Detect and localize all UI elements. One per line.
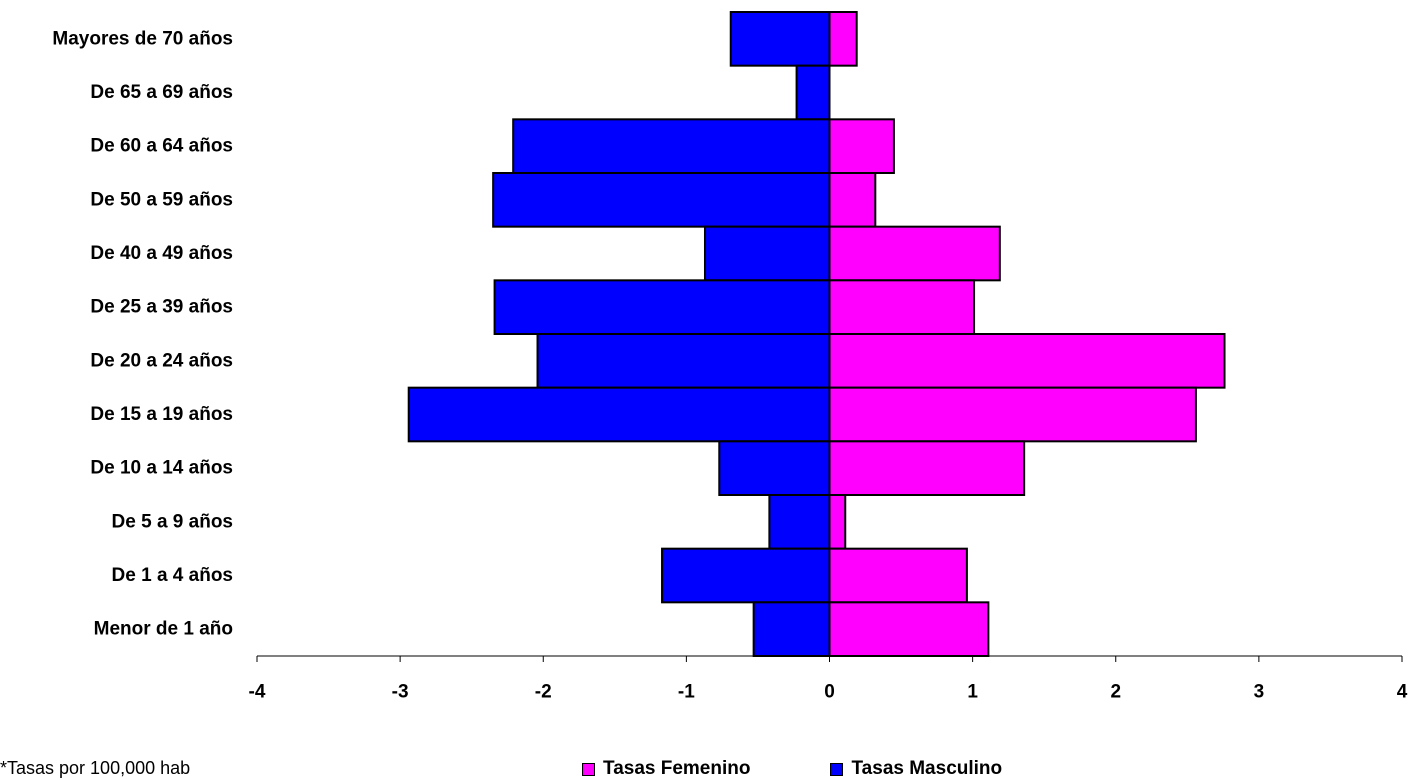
bar-femenino-2 <box>828 118 895 175</box>
bar-masculino-1 <box>795 64 831 121</box>
category-label: De 5 a 9 años <box>112 511 233 532</box>
bar-femenino-3 <box>828 172 877 228</box>
category-label: De 25 a 39 años <box>90 297 233 318</box>
x-tick-label: 4 <box>1397 682 1408 703</box>
legend-item-masculino: Tasas Masculino <box>830 758 1002 780</box>
x-tick-label: 0 <box>824 682 835 703</box>
bar-masculino-8 <box>718 440 831 497</box>
legend-swatch-masculino <box>830 762 844 776</box>
x-tick-label: 3 <box>1254 682 1265 703</box>
bar-femenino-6 <box>828 333 1226 389</box>
legend-label-femenino: Tasas Femenino <box>603 758 751 779</box>
x-tick-label: -3 <box>392 682 409 703</box>
bar-femenino-7 <box>828 386 1197 443</box>
bar-masculino-7 <box>407 386 831 443</box>
bar-masculino-5 <box>493 279 831 336</box>
category-label: De 60 a 64 años <box>90 136 233 157</box>
category-label: De 20 a 24 años <box>90 350 233 371</box>
category-label: De 40 a 49 años <box>90 243 233 264</box>
bar-femenino-5 <box>828 279 976 336</box>
x-tick-label: 1 <box>967 682 978 703</box>
category-label: De 10 a 14 años <box>90 458 233 479</box>
category-label: De 15 a 19 años <box>90 404 233 425</box>
legend: Tasas Femenino Tasas Masculino <box>582 758 1002 780</box>
bar-femenino-10 <box>828 547 968 604</box>
bar-masculino-3 <box>492 172 831 228</box>
category-label: De 50 a 59 años <box>90 189 233 210</box>
legend-label-masculino: Tasas Masculino <box>851 758 1003 779</box>
bar-masculino-9 <box>768 494 831 550</box>
category-label: De 65 a 69 años <box>90 82 233 103</box>
x-tick-label: -2 <box>535 682 552 703</box>
bar-masculino-4 <box>703 225 831 282</box>
bar-masculino-2 <box>512 118 831 175</box>
category-label: Menor de 1 año <box>94 619 233 640</box>
bar-femenino-8 <box>828 440 1026 497</box>
bar-masculino-10 <box>661 547 831 604</box>
category-label: Mayores de 70 años <box>52 28 233 49</box>
x-tick-label: 2 <box>1110 682 1121 703</box>
legend-swatch-femenino <box>582 762 595 776</box>
bar-masculino-11 <box>752 601 831 657</box>
bar-femenino-0 <box>828 11 858 67</box>
bar-masculino-0 <box>729 11 831 67</box>
legend-item-femenino: Tasas Femenino <box>582 758 750 780</box>
x-tick-label: -4 <box>249 682 266 703</box>
bar-femenino-11 <box>828 601 990 657</box>
category-label: De 1 a 4 años <box>112 565 233 586</box>
x-tick-label: -1 <box>678 682 695 703</box>
bar-masculino-6 <box>536 333 831 389</box>
bar-femenino-4 <box>828 225 1001 282</box>
bar-femenino-9 <box>828 494 847 550</box>
footnote: *Tasas por 100,000 hab <box>0 758 191 778</box>
